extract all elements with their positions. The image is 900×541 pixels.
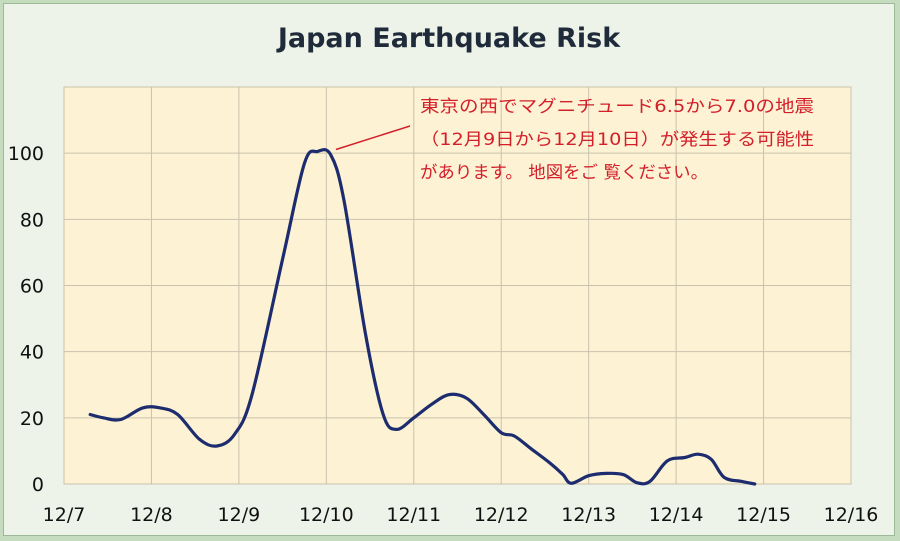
x-tick-label: 12/8 xyxy=(130,504,173,526)
x-tick-label: 12/14 xyxy=(649,504,704,526)
y-tick-label: 100 xyxy=(8,143,44,165)
series-layer xyxy=(88,148,757,486)
y-tick-label: 20 xyxy=(20,408,44,430)
x-tick-label: 12/7 xyxy=(43,504,86,526)
annotation-text-line: があります。 地図をご 覧ください。 xyxy=(420,163,708,183)
axis-labels: 12/7 12/8 12/9 12/10 12/11 12/12 12/13 12/14 12/… xyxy=(8,143,879,526)
annotation-text-line: 東京の西でマグニチュード6.5から7.0の地震 xyxy=(420,97,814,117)
y-tick-label: 0 xyxy=(32,474,44,496)
series-line xyxy=(88,148,757,486)
x-tick-label: 12/12 xyxy=(474,504,529,526)
y-tick-label: 60 xyxy=(20,276,44,298)
x-tick-label: 12/11 xyxy=(386,504,441,526)
x-tick-label: 12/9 xyxy=(218,504,261,526)
x-tick-label: 12/10 xyxy=(299,504,354,526)
annotation-text-line: （12月9日から12月10日）が発生する可能性 xyxy=(420,130,814,150)
y-tick-label: 80 xyxy=(20,209,44,231)
x-tick-label: 12/16 xyxy=(824,504,879,526)
annotation-leader-line xyxy=(335,125,411,151)
x-tick-label: 12/15 xyxy=(736,504,791,526)
x-tick-label: 12/13 xyxy=(561,504,616,526)
chart-title: Japan Earthquake Risk xyxy=(276,23,621,54)
annotation: 東京の西でマグニチュード6.5から7.0の地震 （12月9日から12月10日）が発… xyxy=(335,97,814,183)
y-tick-label: 40 xyxy=(20,342,44,364)
